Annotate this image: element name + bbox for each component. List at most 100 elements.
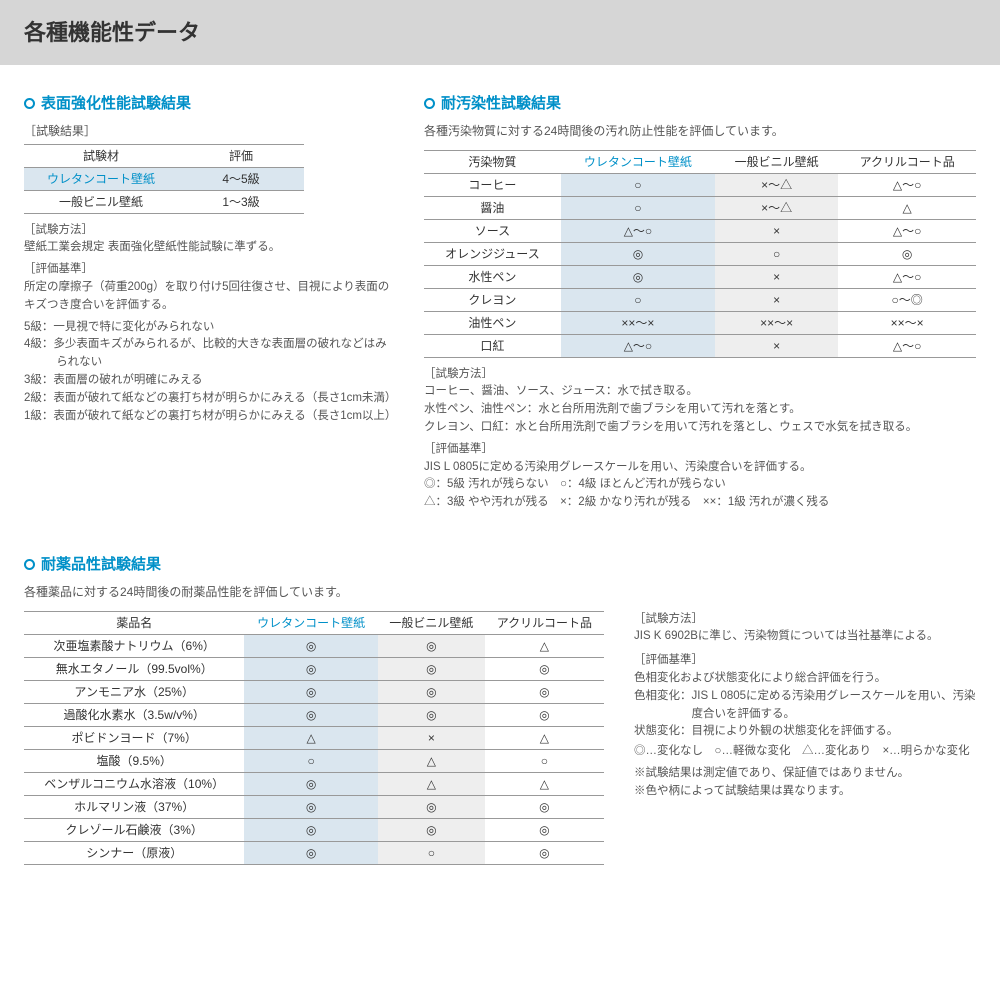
table-cell: × xyxy=(378,726,485,749)
table-cell: ポビドンヨード（7%） xyxy=(24,726,244,749)
table-cell: × xyxy=(715,334,838,357)
stain-legend: △：3級 やや汚れが残る ×：2級 かなり汚れが残る ××：1級 汚れが濃く残る xyxy=(424,494,976,512)
table-cell: アンモニア水（25%） xyxy=(24,680,244,703)
stain-criteria-label: ［評価基準］ xyxy=(424,441,976,459)
stain-method-label: ［試験方法］ xyxy=(424,366,976,384)
table-cell: ◎ xyxy=(485,795,604,818)
grade-line: 4級：多少表面キズがみられるが、比較的大きな表面層の破れなどはみられない xyxy=(24,336,394,372)
stain-section: 耐汚染性試験結果 各種汚染物質に対する24時間後の汚れ防止性能を評価しています。… xyxy=(424,93,976,512)
table-cell: シンナー（原液） xyxy=(24,841,244,864)
th: ウレタンコート壁紙 xyxy=(561,150,715,173)
table-cell: △ xyxy=(485,726,604,749)
table-cell: ××～× xyxy=(838,311,976,334)
table-cell: 水性ペン xyxy=(424,265,561,288)
chem-table: 薬品名ウレタンコート壁紙一般ビニル壁紙アクリルコート品次亜塩素酸ナトリウム（6%… xyxy=(24,611,604,865)
table-cell: ○ xyxy=(244,749,378,772)
surface-method-label: ［試験方法］ xyxy=(24,222,394,240)
chem-method-text: JIS K 6902Bに準じ、汚染物質については当社基準による。 xyxy=(634,628,976,646)
stain-method-line: クレヨン、口紅：水と台所用洗剤で歯ブラシを用いて汚れを落とし、ウェスで水気を拭き… xyxy=(424,419,976,437)
table-cell: △ xyxy=(838,196,976,219)
chem-criteria-line: 色相変化および状態変化により総合評価を行う。 xyxy=(634,670,976,688)
th: アクリルコート品 xyxy=(838,150,976,173)
table-cell: ◎ xyxy=(378,818,485,841)
table-cell: ○ xyxy=(561,288,715,311)
table-cell: ××～× xyxy=(561,311,715,334)
surface-criteria-text: 所定の摩擦子（荷重200g）を取り付け5回往復させ、目視により表面のキズつき度合… xyxy=(24,279,394,315)
table-cell: △ xyxy=(485,634,604,657)
table-cell: 1～3級 xyxy=(178,190,304,213)
surface-criteria-label: ［評価基準］ xyxy=(24,261,394,279)
table-cell: 過酸化水素水（3.5w/v%） xyxy=(24,703,244,726)
table-cell: ○ xyxy=(715,242,838,265)
table-cell: 醤油 xyxy=(424,196,561,219)
table-cell: ○ xyxy=(378,841,485,864)
table-cell: △～○ xyxy=(838,173,976,196)
table-cell: ×～△ xyxy=(715,173,838,196)
table-cell: ○ xyxy=(485,749,604,772)
page-title: 各種機能性データ xyxy=(0,0,1000,65)
bullet-icon xyxy=(24,98,35,109)
th: ウレタンコート壁紙 xyxy=(244,611,378,634)
grade-line: 2級：表面が破れて紙などの裏打ち材が明らかにみえる（長さ1cm未満） xyxy=(24,390,394,408)
table-cell: ◎ xyxy=(244,657,378,680)
surface-method-text: 壁紙工業会規定 表面強化壁紙性能試験に準ずる。 xyxy=(24,239,394,257)
table-cell: ◎ xyxy=(485,680,604,703)
table-cell: ◎ xyxy=(244,795,378,818)
th: 一般ビニル壁紙 xyxy=(378,611,485,634)
grade-line: 5級：一見視で特に変化がみられない xyxy=(24,319,394,337)
table-cell: ベンザルコニウム水溶液（10%） xyxy=(24,772,244,795)
table-cell: ◎ xyxy=(485,841,604,864)
table-cell: ○ xyxy=(561,196,715,219)
table-cell: ○ xyxy=(561,173,715,196)
table-cell: クレヨン xyxy=(424,288,561,311)
table-cell: ウレタンコート壁紙 xyxy=(24,167,178,190)
table-cell: △～○ xyxy=(838,334,976,357)
table-cell: ◎ xyxy=(378,657,485,680)
table-cell: × xyxy=(715,265,838,288)
table-cell: クレゾール石鹸液（3%） xyxy=(24,818,244,841)
th: 試験材 xyxy=(24,144,178,167)
table-cell: △ xyxy=(485,772,604,795)
table-cell: △～○ xyxy=(561,334,715,357)
table-cell: × xyxy=(715,219,838,242)
table-cell: 次亜塩素酸ナトリウム（6%） xyxy=(24,634,244,657)
surface-section: 表面強化性能試験結果 ［試験結果］ 試験材 評価 ウレタンコート壁紙 4～5級 … xyxy=(24,93,394,512)
grade-line: 3級：表面層の破れが明確にみえる xyxy=(24,372,394,390)
table-cell: ◎ xyxy=(244,680,378,703)
table-cell: ◎ xyxy=(378,703,485,726)
table-cell: △ xyxy=(378,749,485,772)
chem-criteria-line: 状態変化：目視により外観の状態変化を評価する。 xyxy=(634,723,976,741)
stain-criteria-text: JIS L 0805に定める汚染用グレースケールを用い、汚染度合いを評価する。 xyxy=(424,459,976,477)
surface-table: 試験材 評価 ウレタンコート壁紙 4～5級 一般ビニル壁紙 1～3級 xyxy=(24,144,304,214)
th: 薬品名 xyxy=(24,611,244,634)
surface-result-label: ［試験結果］ xyxy=(24,122,394,140)
table-cell: 塩酸（9.5%） xyxy=(24,749,244,772)
stain-desc: 各種汚染物質に対する24時間後の汚れ防止性能を評価しています。 xyxy=(424,122,976,140)
stain-legend: ◎：5級 汚れが残らない ○：4級 ほとんど汚れが残らない xyxy=(424,476,976,494)
chem-method-label: ［試験方法］ xyxy=(634,611,976,629)
th: 評価 xyxy=(178,144,304,167)
table-cell: ◎ xyxy=(485,657,604,680)
table-cell: ◎ xyxy=(485,818,604,841)
table-cell: 油性ペン xyxy=(424,311,561,334)
table-cell: オレンジジュース xyxy=(424,242,561,265)
chem-desc: 各種薬品に対する24時間後の耐薬品性能を評価しています。 xyxy=(24,583,976,601)
table-cell: ◎ xyxy=(561,242,715,265)
stain-method-line: コーヒー、醤油、ソース、ジュース：水で拭き取る。 xyxy=(424,383,976,401)
table-cell: ◎ xyxy=(244,634,378,657)
bullet-icon xyxy=(24,559,35,570)
grade-line: 1級：表面が破れて紙などの裏打ち材が明らかにみえる（長さ1cm以上） xyxy=(24,408,394,426)
chem-legend: ◎…変化なし ○…軽微な変化 △…変化あり ×…明らかな変化 xyxy=(634,743,976,761)
table-cell: ××～× xyxy=(715,311,838,334)
table-cell: ◎ xyxy=(244,772,378,795)
table-cell: △ xyxy=(244,726,378,749)
table-cell: 無水エタノール（99.5vol%） xyxy=(24,657,244,680)
stain-table: 汚染物質ウレタンコート壁紙一般ビニル壁紙アクリルコート品コーヒー○×～△△～○醤… xyxy=(424,150,976,358)
table-cell: 一般ビニル壁紙 xyxy=(24,190,178,213)
table-cell: ◎ xyxy=(378,680,485,703)
bullet-icon xyxy=(424,98,435,109)
table-cell: ◎ xyxy=(244,818,378,841)
table-cell: ◎ xyxy=(378,795,485,818)
th: アクリルコート品 xyxy=(485,611,604,634)
table-cell: 口紅 xyxy=(424,334,561,357)
